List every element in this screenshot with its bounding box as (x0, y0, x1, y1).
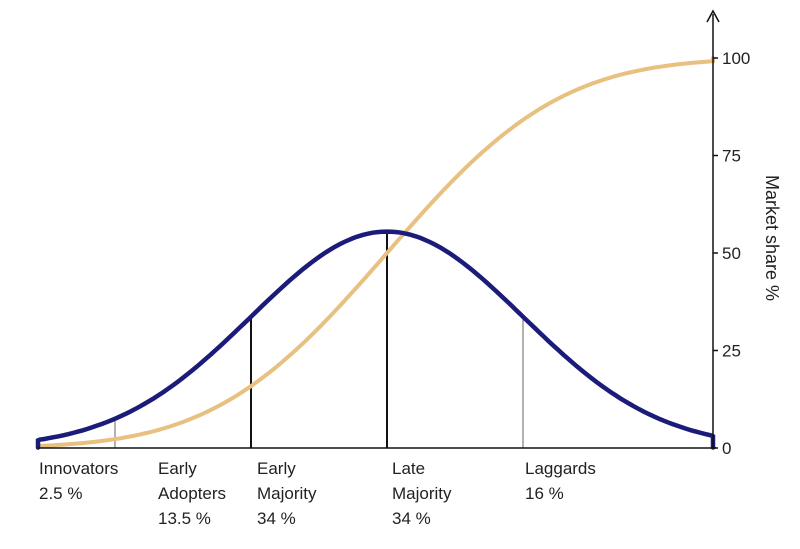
segment-label-line: 2.5 % (39, 484, 83, 503)
segment-dividers (114, 231, 524, 448)
segment-label-line: 34 % (257, 509, 296, 528)
y-tick-label: 100 (722, 49, 750, 68)
segment-label-line: 34 % (392, 509, 431, 528)
segment-label-line: Majority (257, 484, 317, 503)
segment-label-line: Late (392, 459, 426, 478)
segment-label-line: 13.5 % (158, 509, 211, 528)
segment-label-late-majority: Late Majority 34 % (392, 456, 452, 531)
segment-label-early-adopters: Early Adopters 13.5 % (158, 456, 226, 531)
y-tick-label: 75 (722, 147, 741, 166)
segment-label-early-majority: Early Majority 34 % (257, 456, 317, 531)
segment-label-line: Majority (392, 484, 452, 503)
segment-label-line: 16 % (525, 484, 564, 503)
y-axis-ticks: 0 25 50 75 100 (713, 49, 750, 458)
y-tick-label: 25 (722, 342, 741, 361)
y-tick-label: 50 (722, 244, 741, 263)
segment-label-line: Innovators (39, 459, 119, 478)
y-axis-arrow-icon (706, 9, 720, 23)
segment-label-laggards: Laggards 16 % (525, 456, 596, 506)
segment-label-innovators: Innovators 2.5 % (39, 456, 118, 506)
segment-label-line: Laggards (525, 459, 596, 478)
market-share-curve (36, 56, 715, 450)
adoption-curve (35, 229, 716, 450)
segment-label-line: Early (158, 459, 197, 478)
segment-label-line: Adopters (158, 484, 227, 503)
segment-label-line: Early (257, 459, 296, 478)
y-axis-title: Market share % (762, 175, 782, 301)
y-tick-label: 0 (722, 439, 731, 458)
